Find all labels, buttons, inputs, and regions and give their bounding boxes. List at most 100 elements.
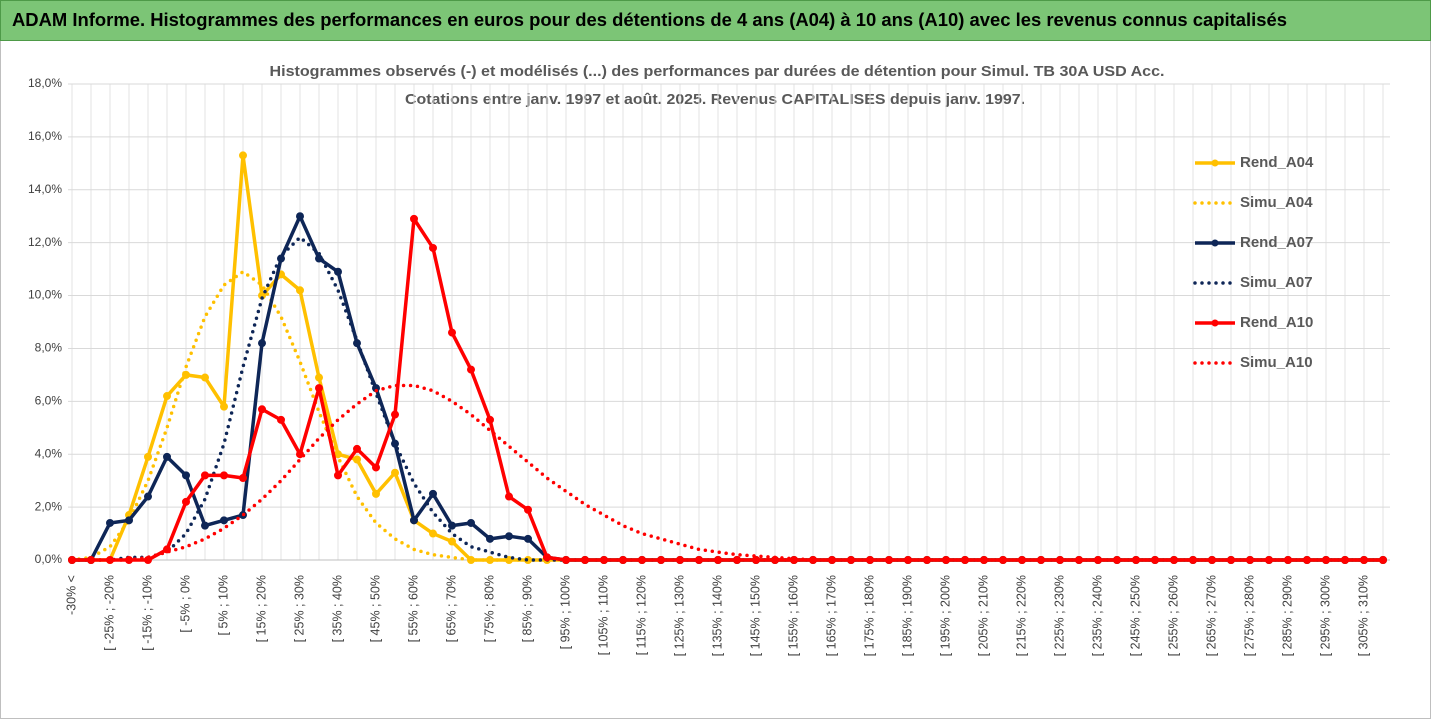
series-marker — [220, 402, 228, 411]
x-tick-label: [ 145% ; 150% — [748, 575, 762, 656]
legend-marker — [1211, 319, 1219, 327]
series-marker — [429, 529, 437, 538]
x-tick-label: [ 255% ; 260% — [1166, 575, 1180, 656]
series-marker — [562, 556, 570, 564]
series-marker — [410, 214, 418, 223]
series-marker — [448, 537, 456, 546]
series-marker — [106, 518, 114, 527]
x-tick-label: [ 5% ; 10% — [216, 575, 230, 635]
series-marker — [182, 471, 190, 480]
series-marker — [334, 471, 342, 480]
x-tick-label: [ 285% ; 290% — [1280, 575, 1294, 656]
series-marker — [467, 518, 475, 527]
series-marker — [486, 415, 494, 424]
series-marker — [505, 492, 513, 501]
x-tick-label: [ 95% ; 100% — [558, 575, 572, 649]
x-tick-label: [ 275% ; 280% — [1242, 575, 1256, 656]
series-marker — [353, 444, 361, 453]
series-marker — [581, 556, 589, 564]
x-tick-label: [ 295% ; 300% — [1318, 575, 1332, 656]
x-tick-label: [ 235% ; 240% — [1090, 575, 1104, 656]
x-tick-label: [ -15% ; -10% — [140, 575, 154, 651]
x-tick-label: [ 245% ; 250% — [1128, 575, 1142, 656]
x-tick-label: [ 75% ; 80% — [482, 575, 496, 642]
chart-title: ADAM Informe. Histogrammes des performan… — [12, 10, 1287, 30]
series-marker — [543, 553, 551, 562]
y-tick-label: 6,0% — [35, 394, 63, 408]
series-marker — [296, 212, 304, 221]
series-marker — [733, 556, 741, 564]
series-marker — [657, 556, 665, 564]
series-marker — [695, 556, 703, 564]
x-tick-label: [ 135% ; 140% — [710, 575, 724, 656]
legend-label: Simu_A10 — [1240, 354, 1313, 371]
header-bar — [0, 0, 1431, 41]
chart-subtitle: Histogrammes observés (-) et modélisés (… — [270, 63, 1165, 80]
y-tick-label: 0,0% — [35, 552, 63, 566]
series-marker — [429, 489, 437, 498]
series-marker — [239, 151, 247, 160]
series-marker — [448, 521, 456, 530]
x-tick-label: [ -5% ; 0% — [178, 575, 192, 633]
legend-marker — [1211, 159, 1219, 167]
x-tick-label: [ 15% ; 20% — [254, 575, 268, 642]
series-marker — [676, 556, 684, 564]
x-tick-label: [ 215% ; 220% — [1014, 575, 1028, 656]
series-marker — [296, 286, 304, 295]
series-marker — [258, 339, 266, 348]
legend-label: Rend_A07 — [1240, 234, 1313, 251]
y-tick-label: 14,0% — [28, 182, 62, 196]
legend-label: Simu_A04 — [1240, 194, 1313, 211]
series-marker — [429, 243, 437, 252]
y-tick-label: 8,0% — [35, 341, 63, 355]
x-tick-label: [ 305% ; 310% — [1356, 575, 1370, 656]
series-marker — [353, 455, 361, 464]
x-tick-label: [ 205% ; 210% — [976, 575, 990, 656]
series-marker — [201, 373, 209, 382]
x-tick-label: [ 195% ; 200% — [938, 575, 952, 656]
y-tick-label: 16,0% — [28, 129, 62, 143]
series-marker — [391, 468, 399, 477]
series-marker — [201, 471, 209, 480]
series-marker — [486, 534, 494, 543]
series-marker — [467, 365, 475, 374]
legend-marker — [1211, 239, 1219, 247]
x-tick-label: [ 85% ; 90% — [520, 575, 534, 642]
series-marker — [144, 492, 152, 501]
y-tick-label: 10,0% — [28, 288, 62, 302]
x-tick-label: [ 165% ; 170% — [824, 575, 838, 656]
x-tick-label: [ 55% ; 60% — [406, 575, 420, 642]
y-tick-label: 12,0% — [28, 235, 62, 249]
y-tick-label: 18,0% — [28, 76, 62, 90]
series-marker — [258, 405, 266, 414]
x-tick-label: [ 155% ; 160% — [786, 575, 800, 656]
series-marker — [638, 556, 646, 564]
x-tick-label: [ 125% ; 130% — [672, 575, 686, 656]
series-marker — [524, 534, 532, 543]
x-tick-label: [ 25% ; 30% — [292, 575, 306, 642]
series-line — [70, 383, 1385, 562]
series-marker — [619, 556, 627, 564]
chart-subtitle: Cotations entre janv. 1997 et août. 2025… — [405, 91, 1025, 108]
series-marker — [372, 489, 380, 498]
series-marker — [714, 556, 722, 564]
series-marker — [125, 516, 133, 525]
x-tick-label: [ 45% ; 50% — [368, 575, 382, 642]
series-marker — [201, 521, 209, 530]
x-tick-label: [ 265% ; 270% — [1204, 575, 1218, 656]
x-tick-label: [ 115% ; 120% — [634, 575, 648, 655]
series-marker — [220, 471, 228, 480]
series-marker — [163, 392, 171, 401]
y-tick-label: 4,0% — [35, 446, 63, 460]
series-marker — [315, 373, 323, 382]
x-tick-label: -30% < — [64, 575, 78, 615]
series-marker — [410, 516, 418, 525]
legend-label: Rend_A10 — [1240, 314, 1313, 331]
x-tick-label: [ 175% ; 180% — [862, 575, 876, 656]
legend-label: Simu_A07 — [1240, 274, 1313, 291]
series-marker — [505, 532, 513, 541]
x-tick-label: [ 185% ; 190% — [900, 575, 914, 656]
series-marker — [277, 415, 285, 424]
